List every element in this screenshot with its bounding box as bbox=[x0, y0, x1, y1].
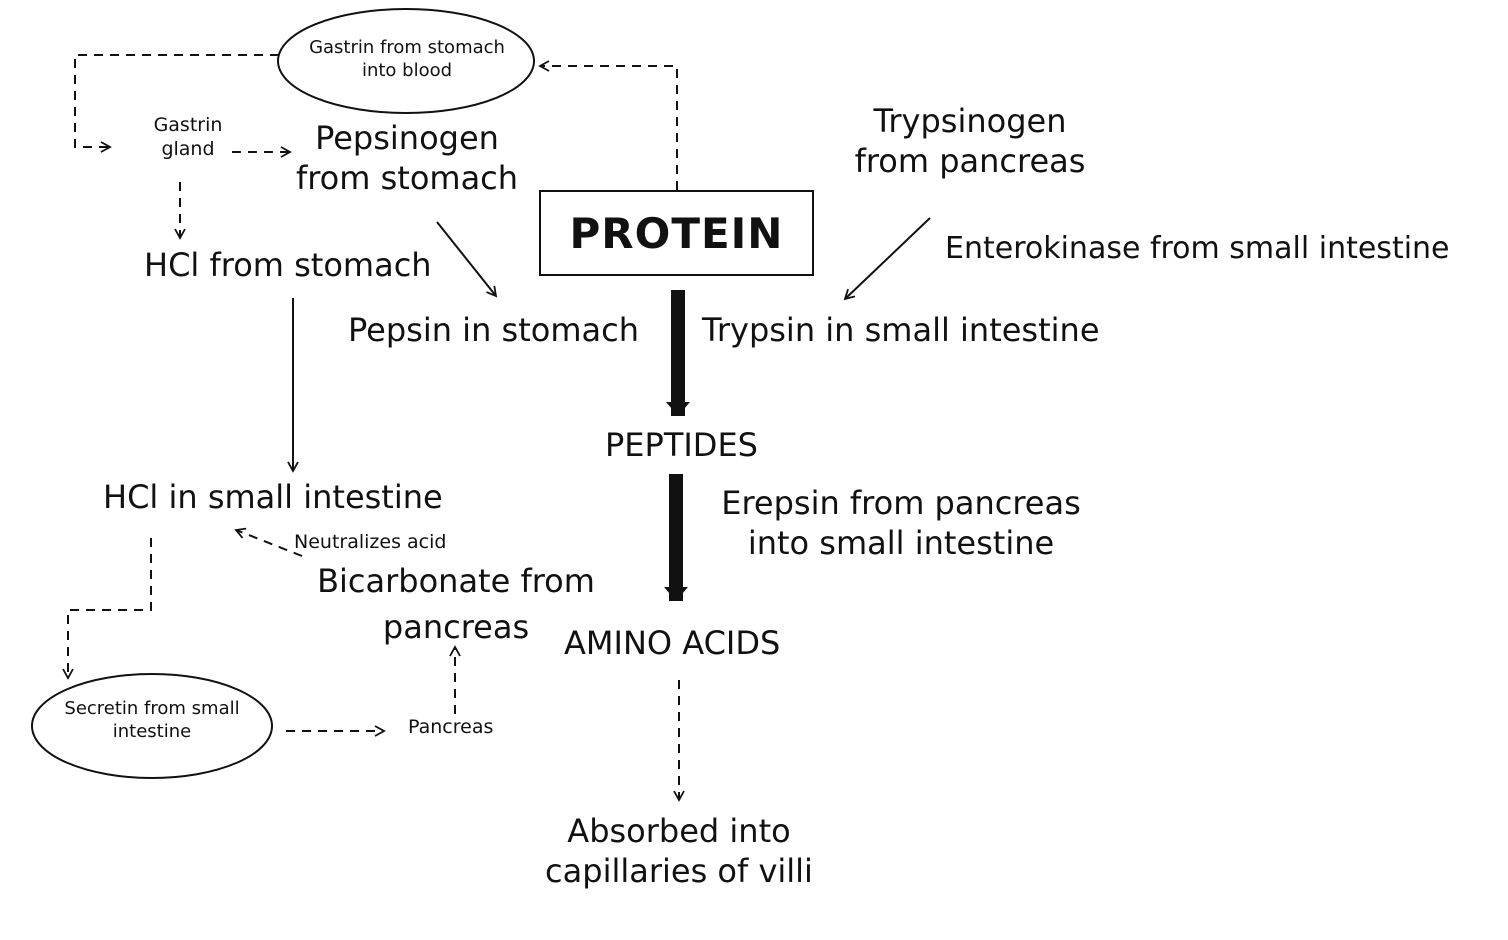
neutralizes-arrow bbox=[234, 527, 303, 557]
neutralizes-label: Neutralizes acid bbox=[294, 531, 447, 553]
protein-box: PROTEIN bbox=[539, 190, 814, 276]
hcl-to-secretin-arrow bbox=[62, 538, 152, 680]
gastrin-blood-ellipse bbox=[277, 8, 535, 114]
bicarbonate-label: Bicarbonate from pancreas bbox=[317, 562, 595, 646]
hcl-small-intestine-label: HCl in small intestine bbox=[103, 478, 443, 516]
trypsinogen-label: Trypsinogen from pancreas bbox=[854, 102, 1086, 180]
trypsin-label: Trypsin in small intestine bbox=[702, 311, 1100, 349]
pepsinogen-to-pepsin-arrow bbox=[436, 221, 498, 298]
trypsinogen-to-trypsin-arrow bbox=[843, 217, 931, 301]
hcl-stomach-label: HCl from stomach bbox=[144, 246, 432, 284]
gastrin-blood-label: Gastrin from stomach into blood bbox=[309, 37, 505, 81]
gastrin-to-gland-arrow bbox=[74, 54, 279, 153]
amino-acids-label: AMINO ACIDS bbox=[564, 624, 781, 662]
peptides-label: PEPTIDES bbox=[605, 426, 758, 464]
gastrin-gland-label: Gastrin gland bbox=[153, 114, 223, 160]
protein-to-gastrin-arrow bbox=[538, 60, 678, 190]
secretin-label: Secretin from small intestine bbox=[64, 698, 240, 742]
enterokinase-label: Enterokinase from small intestine bbox=[945, 231, 1450, 266]
erepsin-label: Erepsin from pancreas into small intesti… bbox=[721, 484, 1081, 562]
pancreas-label: Pancreas bbox=[408, 716, 494, 738]
pepsin-label: Pepsin in stomach bbox=[348, 311, 639, 349]
secretin-ellipse bbox=[31, 673, 273, 779]
pepsinogen-label: Pepsinogen from stomach bbox=[295, 119, 519, 197]
absorbed-label: Absorbed into capillaries of villi bbox=[545, 812, 813, 890]
